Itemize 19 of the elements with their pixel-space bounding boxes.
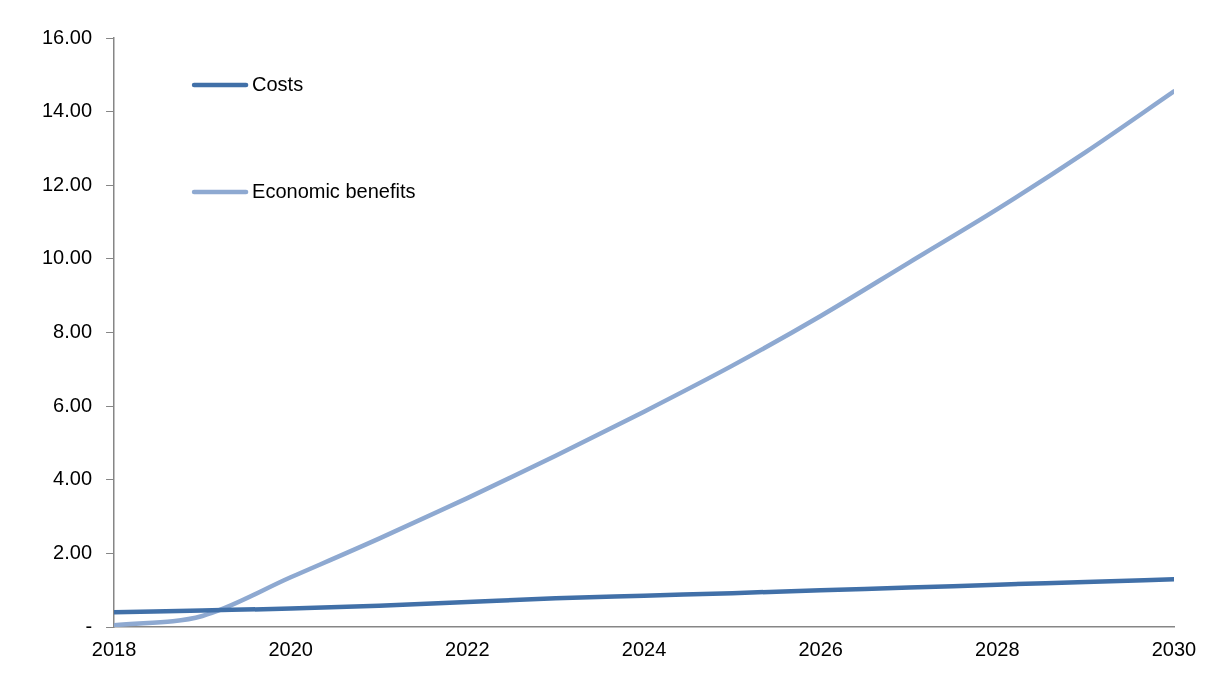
y-tick-label: 10.00 xyxy=(41,246,93,269)
y-tick-label: 14.00 xyxy=(41,99,93,122)
x-tick-label: 2018 xyxy=(91,637,137,660)
x-tick-label: 2022 xyxy=(445,637,490,660)
y-tick-label: 4.00 xyxy=(53,467,93,490)
y-tick-label: 6.00 xyxy=(53,393,93,416)
y-tick-label: 16.00 xyxy=(41,25,93,48)
legend-label: Economic benefits xyxy=(252,179,416,202)
y-tick-label: - xyxy=(85,614,93,637)
x-tick-label: 2020 xyxy=(268,637,313,660)
x-tick-label: 2030 xyxy=(1151,637,1197,660)
y-tick-label: 8.00 xyxy=(53,320,93,343)
x-tick-label: 2024 xyxy=(621,637,667,660)
x-tick-label: 2028 xyxy=(975,637,1020,660)
legend-label: Costs xyxy=(252,72,304,95)
y-tick-label: 12.00 xyxy=(41,172,93,195)
x-tick-label: 2026 xyxy=(798,637,843,660)
line-series xyxy=(114,576,1174,615)
y-tick-label: 2.00 xyxy=(53,540,93,563)
